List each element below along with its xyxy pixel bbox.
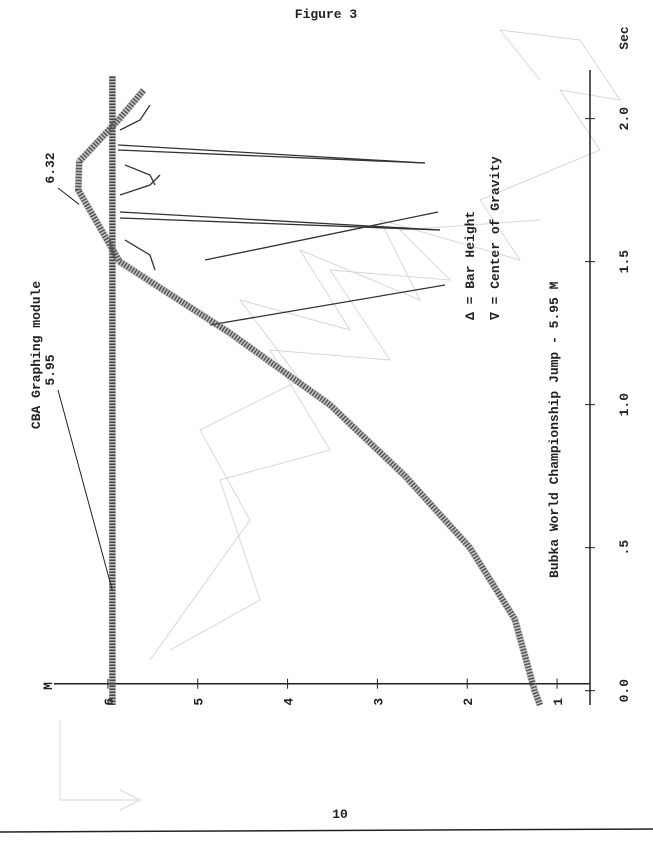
- y-tick-label: 3: [371, 698, 386, 706]
- annotation: 6.32: [43, 152, 58, 183]
- x-tick-label: 1.0: [617, 393, 632, 417]
- annotation-leader: [58, 390, 112, 591]
- y-axis-label: M: [41, 682, 56, 690]
- x-axis-label: Sec: [617, 26, 632, 50]
- figure-header: Figure 3: [295, 7, 358, 22]
- legend-entry: ∇ = Center of Gravity: [488, 156, 503, 321]
- chart-subtitle: Bubka World Championship Jump - 5.95 M: [547, 281, 562, 578]
- y-tick-label: 1: [551, 698, 566, 706]
- chart-title: CBA Graphing module: [29, 281, 44, 429]
- chart: Figure 3 CBA Graphing module Bubka World…: [0, 0, 653, 846]
- y-tick-label: 4: [282, 698, 297, 706]
- x-tick-label: 0.0: [617, 679, 632, 703]
- y-tick-label: 2: [461, 698, 476, 706]
- y-tick-label: 5: [192, 698, 207, 706]
- series-line: [78, 90, 540, 705]
- series-line-outline: [78, 90, 540, 705]
- page-rule: [0, 829, 653, 832]
- x-tick-label: 1.5: [617, 250, 632, 274]
- x-tick-label: 2.0: [617, 107, 632, 131]
- page-number: 10: [332, 807, 348, 822]
- page: {"chart_data": { "type": "line", "header…: [0, 0, 653, 846]
- legend-entry: Δ = Bar Height: [463, 211, 478, 320]
- x-tick-label: .5: [617, 540, 632, 556]
- annotation: 5.95: [43, 354, 58, 385]
